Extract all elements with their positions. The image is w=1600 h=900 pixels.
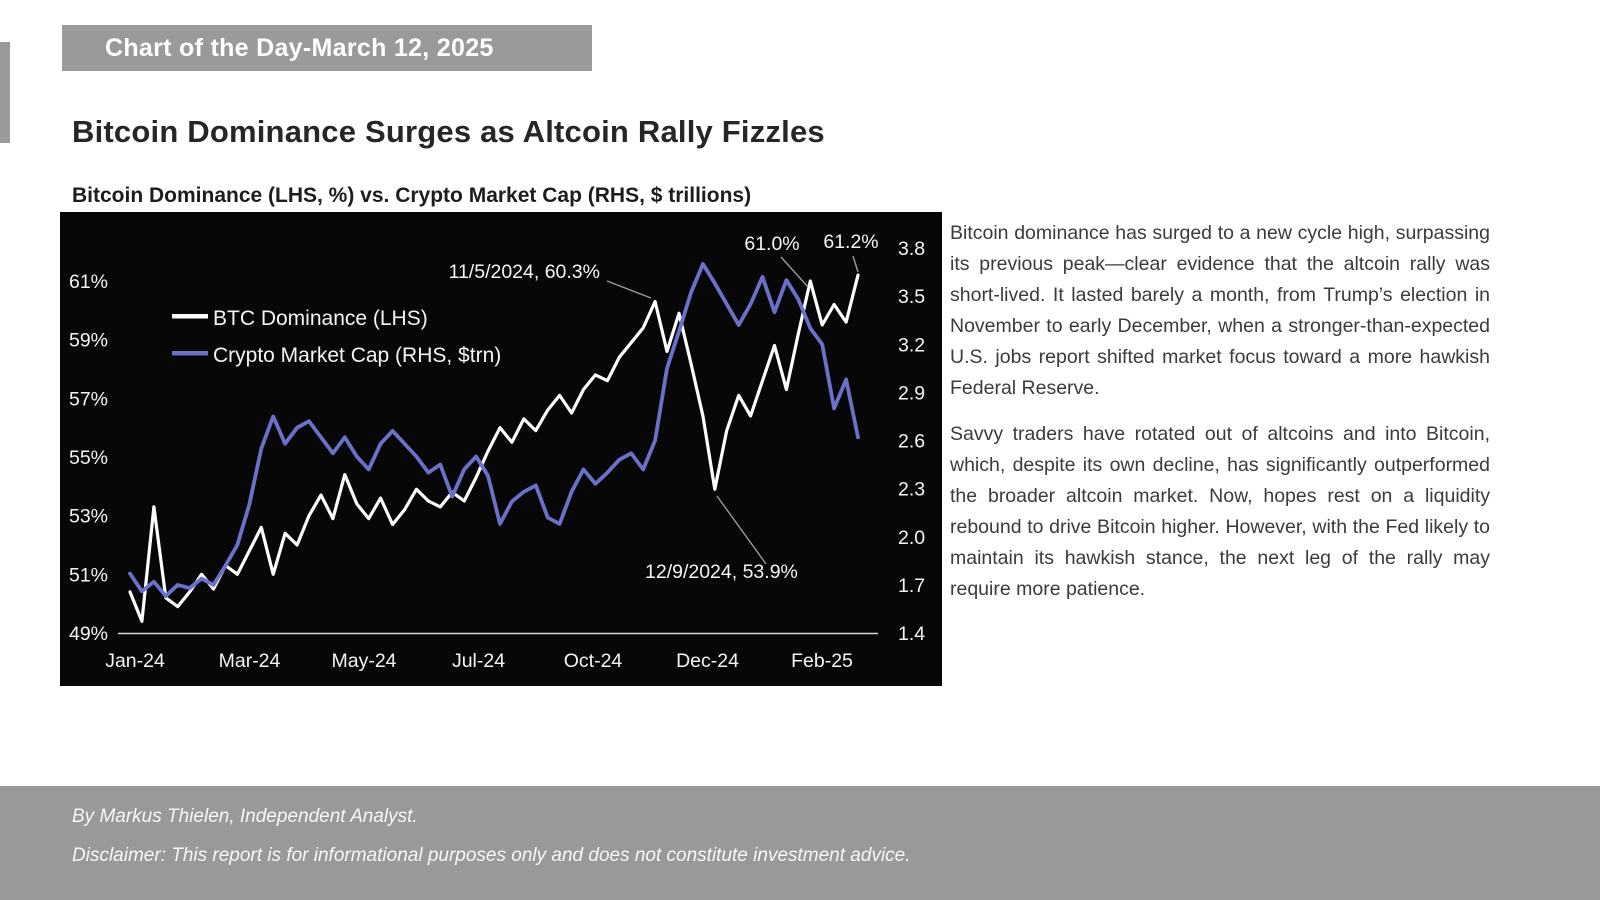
left-axis-tick: 51% bbox=[69, 564, 108, 586]
left-axis-tick: 53% bbox=[69, 506, 108, 528]
left-axis-tick: 55% bbox=[69, 447, 108, 469]
x-axis-tick: Mar-24 bbox=[219, 650, 281, 672]
commentary-column: Bitcoin dominance has surged to a new cy… bbox=[950, 218, 1490, 620]
right-axis-tick: 2.6 bbox=[898, 431, 925, 453]
right-axis-tick: 3.2 bbox=[898, 334, 925, 356]
right-axis-tick: 1.4 bbox=[898, 623, 925, 645]
annotation-pointer bbox=[606, 280, 652, 299]
right-axis-tick: 1.7 bbox=[898, 575, 925, 597]
commentary-paragraph-2: Savvy traders have rotated out of altcoi… bbox=[950, 423, 1490, 600]
annotation-label: 11/5/2024, 60.3% bbox=[449, 261, 600, 283]
annotation-label: 61.0% bbox=[744, 233, 799, 255]
x-axis-tick: May-24 bbox=[331, 650, 396, 672]
left-axis-tick: 57% bbox=[69, 388, 108, 410]
right-axis-tick: 3.5 bbox=[898, 286, 925, 308]
right-axis-tick: 2.3 bbox=[898, 479, 925, 501]
x-axis-tick: Jan-24 bbox=[105, 650, 165, 672]
x-axis-tick: Feb-25 bbox=[791, 650, 853, 672]
page-title: Bitcoin Dominance Surges as Altcoin Rall… bbox=[72, 113, 825, 149]
left-axis-labels: 61% 59% 57% 55% 53% 51% 49% bbox=[69, 271, 108, 645]
chart-of-the-day-badge: Chart of the Day-March 12, 2025 bbox=[62, 25, 592, 71]
x-axis-tick: Oct-24 bbox=[564, 650, 623, 672]
left-axis-tick: 49% bbox=[69, 623, 108, 645]
series-line-0 bbox=[128, 273, 860, 623]
footer-disclaimer: Disclaimer: This report is for informati… bbox=[72, 845, 911, 866]
legend-label-1: Crypto Market Cap (RHS, $trn) bbox=[213, 344, 501, 367]
legend-label-0: BTC Dominance (LHS) bbox=[213, 307, 428, 330]
left-edge-tab bbox=[0, 42, 10, 143]
chart-annotations: 11/5/2024, 60.3% 61.0% 61.2% 12/9/2024, 53.… bbox=[449, 231, 879, 583]
footer-byline: By Markus Thielen, Independent Analyst. bbox=[72, 806, 418, 827]
footer-bar: By Markus Thielen, Independent Analyst. … bbox=[0, 786, 1600, 900]
right-axis-tick: 3.8 bbox=[898, 238, 925, 260]
annotation-pointer bbox=[852, 255, 859, 273]
right-axis-tick: 2.0 bbox=[898, 527, 925, 549]
x-axis-tick: Dec-24 bbox=[676, 650, 739, 672]
legend-swatch-0 bbox=[172, 314, 208, 319]
x-axis-labels: Jan-24 Mar-24 May-24 Jul-24 Oct-24 Dec-24 Feb-… bbox=[105, 650, 853, 672]
legend-swatch-1 bbox=[172, 351, 208, 356]
right-axis-tick: 2.9 bbox=[898, 382, 925, 404]
annotation-pointer bbox=[716, 495, 767, 565]
x-axis-tick: Jul-24 bbox=[452, 650, 505, 672]
series-lines bbox=[128, 262, 860, 623]
annotation-pointer bbox=[780, 256, 809, 288]
chart-heading: Bitcoin Dominance (LHS, %) vs. Crypto Ma… bbox=[72, 184, 752, 208]
annotation-label: 61.2% bbox=[823, 231, 878, 253]
chart-legend: BTC Dominance (LHS) Crypto Market Cap (RH… bbox=[172, 307, 501, 367]
left-axis-tick: 59% bbox=[69, 330, 108, 352]
badge-label: Chart of the Day-March 12, 2025 bbox=[105, 34, 494, 62]
chart-canvas: 61% 59% 57% 55% 53% 51% 49% 3.8 3.5 3.2 2.9 2.6 2.3… bbox=[69, 231, 925, 672]
dominance-vs-marketcap-chart: 61% 59% 57% 55% 53% 51% 49% 3.8 3.5 3.2 2.9 2.6 2.3… bbox=[60, 212, 942, 686]
left-axis-tick: 61% bbox=[69, 271, 108, 293]
series-line-1 bbox=[128, 262, 860, 599]
right-axis-labels: 3.8 3.5 3.2 2.9 2.6 2.3 2.0 1.7 1.4 bbox=[898, 238, 925, 645]
annotation-label: 12/9/2024, 53.9% bbox=[645, 561, 798, 583]
commentary-paragraph-1: Bitcoin dominance has surged to a new cy… bbox=[950, 222, 1490, 399]
